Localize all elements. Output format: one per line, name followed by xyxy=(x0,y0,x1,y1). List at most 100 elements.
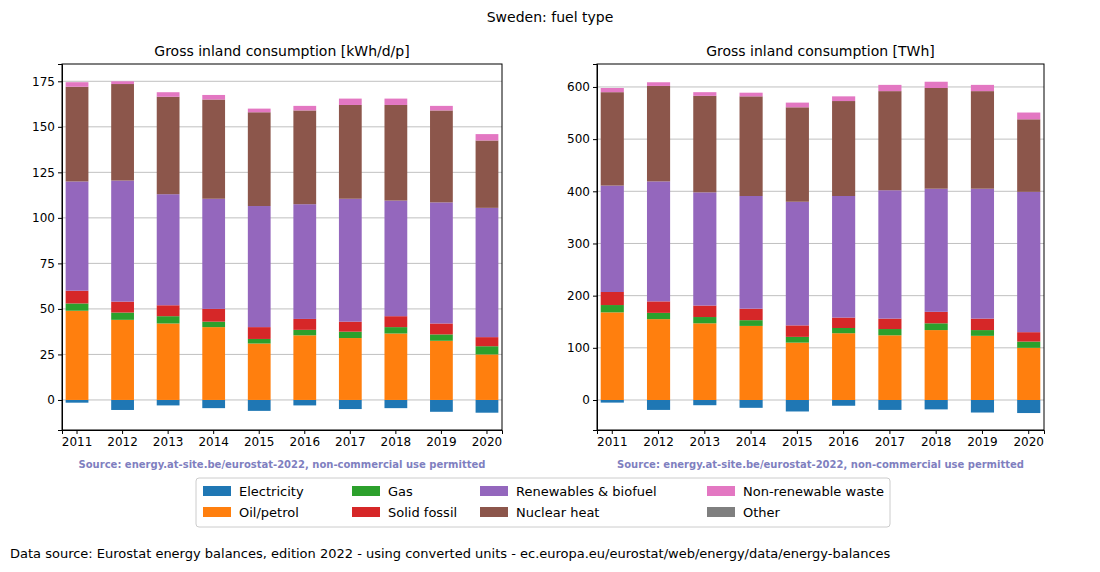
bar xyxy=(339,399,362,400)
bar xyxy=(740,96,763,196)
bar xyxy=(430,110,453,202)
bar xyxy=(786,325,809,336)
bar xyxy=(601,400,624,403)
bar xyxy=(601,400,624,401)
x-tick-label: 2011 xyxy=(62,435,93,449)
y-tick-label: 0 xyxy=(47,393,55,407)
bar xyxy=(248,344,271,400)
y-tick: 0 xyxy=(582,393,597,407)
x-tick-label: 2018 xyxy=(381,435,412,449)
bar xyxy=(786,107,809,201)
y-tick-mark xyxy=(593,139,597,140)
x-tick: 2015 xyxy=(244,430,275,449)
legend-label: Other xyxy=(743,505,781,520)
bar xyxy=(786,103,809,108)
y-tick-label: 75 xyxy=(40,257,55,271)
bar xyxy=(832,400,855,406)
y-tick-mark xyxy=(58,172,62,173)
footer: Data source: Eurostat energy balances, e… xyxy=(10,546,891,561)
x-tick: 2017 xyxy=(335,430,366,449)
x-tick: 2012 xyxy=(107,430,138,449)
legend-swatch xyxy=(480,486,508,496)
bar xyxy=(925,88,948,189)
bar xyxy=(476,134,499,140)
bar xyxy=(111,181,134,302)
y-tick-mark xyxy=(58,81,62,82)
bar xyxy=(111,320,134,400)
bar xyxy=(740,326,763,400)
x-tick-mark xyxy=(982,430,983,434)
x-tick: 2014 xyxy=(198,430,229,449)
bar xyxy=(430,323,453,334)
x-tick: 2012 xyxy=(643,430,674,449)
bar xyxy=(293,106,316,111)
bar xyxy=(157,323,180,399)
y-tick: 75 xyxy=(40,257,62,271)
legend-label: Nuclear heat xyxy=(516,505,599,520)
bar xyxy=(157,400,180,405)
legend-item: Electricity xyxy=(203,484,304,499)
legend-label: Renewables & biofuel xyxy=(516,484,657,499)
plot-frame xyxy=(597,64,1044,430)
bar xyxy=(66,87,89,182)
x-tick: 2019 xyxy=(967,430,998,449)
bar xyxy=(293,204,316,319)
y-tick-mark xyxy=(58,309,62,310)
bar xyxy=(647,319,670,400)
series xyxy=(601,400,1041,413)
y-tick: 300 xyxy=(567,237,597,251)
bar xyxy=(476,208,499,337)
bar xyxy=(971,330,994,336)
bar xyxy=(878,85,901,91)
y-tick-mark xyxy=(58,354,62,355)
x-tick: 2020 xyxy=(472,430,503,449)
y-tick-label: 300 xyxy=(567,237,590,251)
bar xyxy=(693,323,716,400)
bar xyxy=(339,400,362,409)
bar xyxy=(1017,400,1040,413)
y-tick: 100 xyxy=(32,211,62,225)
x-tick-mark xyxy=(441,430,442,434)
x-tick: 2013 xyxy=(690,430,721,449)
bar xyxy=(601,186,624,292)
bar xyxy=(111,399,134,400)
bar xyxy=(111,400,134,410)
x-axis: 2011201220132014201520162017201820192020 xyxy=(597,430,1045,449)
bar xyxy=(925,400,948,401)
bar xyxy=(66,311,89,400)
y-tick: 500 xyxy=(567,132,597,146)
legend-swatch xyxy=(203,486,231,496)
x-tick: 2014 xyxy=(736,430,767,449)
chart-title: Gross inland consumption [TWh] xyxy=(706,43,935,59)
legend-swatch xyxy=(352,507,380,517)
series xyxy=(66,81,499,140)
legend-item: Renewables & biofuel xyxy=(480,484,657,499)
y-tick-mark xyxy=(58,400,62,401)
x-axis: 2011201220132014201520162017201820192020 xyxy=(62,430,503,449)
legend-item: Oil/petrol xyxy=(203,505,299,520)
legend-item: Other xyxy=(707,505,781,520)
legend-swatch xyxy=(352,486,380,496)
bar xyxy=(384,105,407,201)
bar xyxy=(339,105,362,199)
bar xyxy=(157,194,180,305)
x-tick-mark xyxy=(213,430,214,434)
bar xyxy=(647,313,670,319)
bar xyxy=(601,92,624,185)
bar xyxy=(293,400,316,405)
bar xyxy=(832,318,855,328)
bar xyxy=(925,82,948,88)
series xyxy=(601,82,1041,120)
bar xyxy=(202,327,225,400)
bar xyxy=(293,319,316,330)
bar xyxy=(740,400,763,408)
x-tick-label: 2015 xyxy=(244,435,275,449)
y-tick: 400 xyxy=(567,185,597,199)
series xyxy=(601,86,1041,202)
bar xyxy=(248,206,271,327)
y-tick: 600 xyxy=(567,80,597,94)
y-tick-label: 150 xyxy=(32,120,55,134)
bar xyxy=(878,329,901,335)
x-tick: 2015 xyxy=(782,430,813,449)
x-tick-label: 2017 xyxy=(335,435,366,449)
